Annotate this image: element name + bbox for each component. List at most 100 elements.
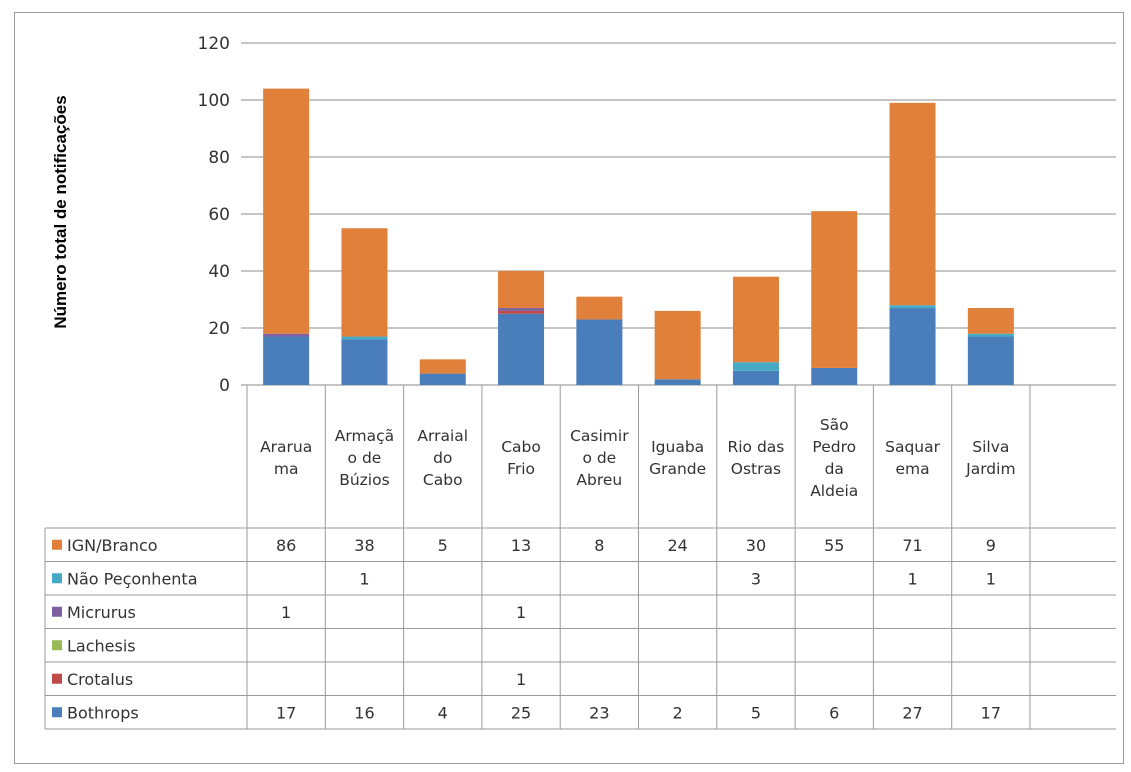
legend-swatch [52,606,62,617]
data-label: 71 [902,536,922,555]
category-label: Ararua [260,438,312,456]
category-label: Ostras [731,460,781,478]
category-label: Jardim [965,460,1015,478]
bars [263,88,1014,385]
data-label: 38 [354,536,374,555]
data-label: 1 [516,670,526,689]
data-label: 1 [281,603,291,622]
category-label: Casimir [570,427,629,445]
data-label: 25 [511,703,531,722]
legend-label: Bothrops [67,703,139,722]
data-label: 8 [594,536,604,555]
data-label: 5 [438,536,448,555]
data-label: 30 [746,536,766,555]
data-label: 1 [359,569,369,588]
category-label: Iguaba [651,438,704,456]
bar-n-o-pe-onhenta [341,336,388,340]
category-label: ema [895,460,929,478]
bar-bothrops [889,308,936,385]
category-label: Rio das [727,438,784,456]
bar-bothrops [263,336,310,385]
bar-crotalus [498,310,545,314]
legend-swatch [52,673,62,684]
bar-bothrops [576,319,623,385]
data-table: Ararua ma Armaçã o de Búzios Arraial do Cabo Cab… [44,385,1116,730]
data-label: 9 [986,536,996,555]
category-label: Cabo [501,438,541,456]
bar-n-o-pe-onhenta [889,305,936,309]
bar-bothrops [419,373,466,385]
data-label: 24 [667,536,687,555]
bar-micrurus [263,333,310,337]
category-label: Grande [649,460,706,478]
legend-swatch [52,707,62,718]
y-tick-label: 60 [208,205,230,225]
y-tick-label: 100 [198,91,230,111]
legend-swatch [52,573,62,584]
bar-n-o-pe-onhenta [967,333,1014,337]
category-label: Pedro [812,438,856,456]
data-label: 1 [907,569,917,588]
bar-ign-branco [967,308,1014,334]
bar-bothrops [341,339,388,385]
legend-label: Crotalus [67,670,133,689]
bar-ign-branco [263,88,310,334]
legend-label: Não Peçonhenta [67,569,198,588]
legend-label: Lachesis [67,636,136,655]
bar-ign-branco [732,276,779,363]
data-label: 16 [354,703,374,722]
data-label: 23 [589,703,609,722]
category-label: Aldeia [810,482,858,500]
category-label: Búzios [339,471,389,489]
data-label: 6 [829,703,839,722]
chart-frame [14,12,1124,764]
y-tick-label: 120 [198,34,230,54]
y-tick-label: 80 [208,148,230,168]
category-label: o de [348,449,382,467]
category-label: do [433,449,452,467]
bar-ign-branco [811,211,858,368]
y-tick-label: 40 [208,262,230,282]
category-label: Cabo [423,471,463,489]
category-label: Armaçã [335,427,394,445]
category-label: Frio [507,460,535,478]
data-label: 1 [516,603,526,622]
bar-bothrops [811,367,858,385]
y-tick-label: 20 [208,319,230,339]
bar-bothrops [732,370,779,385]
data-label: 86 [276,536,296,555]
bar-micrurus [498,308,545,311]
bar-ign-branco [576,296,623,320]
legend-label: IGN/Branco [67,536,158,555]
bar-bothrops [498,313,545,385]
legend-swatch [52,640,62,651]
data-label: 5 [751,703,761,722]
bar-ign-branco [654,310,701,380]
bar-bothrops [654,379,701,385]
bar-ign-branco [889,102,936,306]
category-label: São [820,416,849,434]
y-tick-label: 0 [219,376,230,396]
category-label: Saquar [885,438,940,456]
bar-ign-branco [498,271,545,309]
bar-ign-branco [341,228,388,337]
bar-n-o-pe-onhenta [732,362,779,371]
data-label: 55 [824,536,844,555]
data-label: 2 [673,703,683,722]
bar-bothrops [967,336,1014,385]
data-label: 1 [986,569,996,588]
category-label: da [825,460,844,478]
legend-swatch [52,539,62,550]
data-label: 4 [438,703,448,722]
category-label: Silva [972,438,1009,456]
data-label: 17 [981,703,1001,722]
data-label: 17 [276,703,296,722]
category-label: ma [274,460,299,478]
category-label: Abreu [576,471,622,489]
data-label: 27 [902,703,922,722]
legend-label: Micrurus [67,603,136,622]
data-label: 3 [751,569,761,588]
y-axis-label: Número total de notificações [51,95,70,328]
category-label: Arraial [417,427,468,445]
